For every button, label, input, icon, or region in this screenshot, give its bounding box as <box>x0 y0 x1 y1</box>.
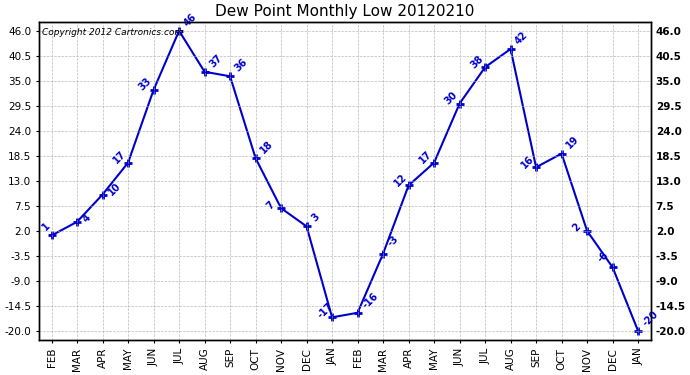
Text: 2: 2 <box>571 222 582 234</box>
Text: -6: -6 <box>596 250 611 264</box>
Text: 36: 36 <box>233 57 250 74</box>
Text: 12: 12 <box>392 172 408 188</box>
Text: Copyright 2012 Cartronics.com: Copyright 2012 Cartronics.com <box>42 28 183 37</box>
Text: 30: 30 <box>443 90 460 106</box>
Text: 7: 7 <box>264 199 276 211</box>
Text: -17: -17 <box>315 301 335 320</box>
Text: 42: 42 <box>513 30 530 46</box>
Text: 10: 10 <box>107 181 124 197</box>
Text: 16: 16 <box>520 153 536 170</box>
Text: 46: 46 <box>182 11 199 28</box>
Text: 38: 38 <box>469 53 485 70</box>
Title: Dew Point Monthly Low 20120210: Dew Point Monthly Low 20120210 <box>215 4 475 19</box>
Text: -3: -3 <box>386 233 400 248</box>
Text: 17: 17 <box>417 149 434 165</box>
Text: 4: 4 <box>81 213 93 225</box>
Text: 18: 18 <box>258 139 275 155</box>
Text: -16: -16 <box>360 291 380 310</box>
Text: 19: 19 <box>564 134 581 151</box>
Text: 37: 37 <box>207 53 224 69</box>
Text: 33: 33 <box>137 76 153 93</box>
Text: 3: 3 <box>309 212 322 223</box>
Text: 17: 17 <box>111 149 128 165</box>
Text: -20: -20 <box>641 309 660 328</box>
Text: 1: 1 <box>41 221 52 233</box>
